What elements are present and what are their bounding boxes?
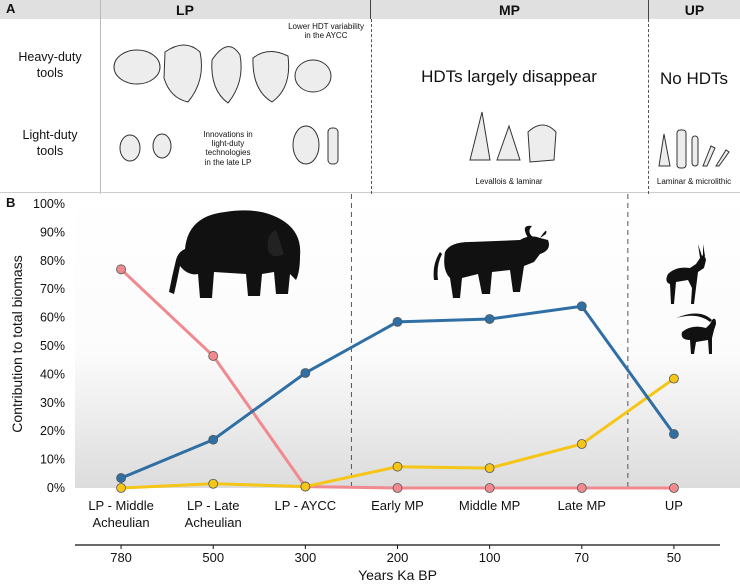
data-point	[576, 483, 587, 493]
y-tick-label: 40%	[40, 367, 65, 381]
x-category-label: UP	[665, 498, 683, 513]
biomass-chart: 0% 10% 20% 30% 40% 50% 60% 70% 80% 90% 100% LP - M…	[9, 194, 740, 583]
y-tick-label: 70%	[40, 282, 65, 296]
plot-background	[75, 194, 740, 488]
header-divider-1	[370, 0, 371, 19]
cleaver-icon	[252, 51, 290, 103]
aurochs-silhouette	[433, 225, 549, 298]
blade-icon	[676, 129, 687, 169]
years-tick-label: 200	[387, 550, 409, 565]
panel-a: LP MP UP A Heavy-duty tools Light-duty t…	[0, 0, 740, 194]
no-hdts-note: No HDTs	[659, 69, 729, 88]
elephant-silhouette	[169, 210, 301, 298]
microlith-icon	[702, 145, 716, 167]
data-point	[208, 434, 219, 445]
y-tick-label: 10%	[40, 453, 65, 467]
heavy-duty-row-label: Heavy-duty tools	[18, 50, 82, 80]
x-category-label: LP - Middle Acheulian	[88, 498, 154, 530]
years-tick-label: 70	[575, 550, 589, 565]
flake-tool-icon	[152, 133, 172, 159]
ibex-silhouette	[676, 313, 716, 354]
levallois-core-icon	[527, 124, 557, 163]
data-point	[392, 483, 403, 493]
data-point	[208, 478, 219, 489]
data-point	[300, 481, 311, 492]
scraper-icon	[292, 125, 320, 165]
y-tick-label: 50%	[40, 339, 65, 353]
header-lp: LP	[0, 0, 370, 19]
header-divider-2	[648, 0, 649, 19]
data-point	[392, 316, 403, 327]
blade-icon	[327, 127, 339, 165]
light-duty-row-label: Light-duty tools	[22, 128, 78, 158]
years-tick-label: 300	[295, 550, 317, 565]
data-point	[576, 439, 587, 449]
years-tick-label: 50	[667, 550, 681, 565]
row-label-divider	[100, 0, 101, 194]
core-tool-icon	[113, 49, 161, 85]
point-icon	[469, 111, 491, 161]
x-category-label: Middle MP	[459, 498, 520, 513]
data-point	[484, 483, 495, 493]
period-boundary-line	[371, 19, 372, 194]
data-point	[669, 429, 679, 439]
data-point	[484, 463, 495, 474]
y-tick-label: 60%	[40, 311, 65, 325]
header-mp: MP	[371, 0, 648, 19]
levallois-point-icon	[496, 124, 521, 161]
hdts-disappear-note: HDTs largely disappear	[421, 67, 597, 86]
x-category-label: LP - AYCC	[275, 498, 337, 513]
data-point	[669, 483, 679, 493]
data-point	[116, 473, 126, 483]
years-tick-label: 500	[202, 550, 224, 565]
data-point	[208, 351, 219, 361]
x-axis-label: Years Ka BP	[358, 567, 437, 583]
period-lp-label: LP	[176, 1, 194, 18]
x-category-label: Late MP	[558, 498, 606, 513]
handaxe-icon	[211, 46, 242, 104]
x-category-label: Early MP	[371, 498, 424, 513]
blade-icon	[691, 135, 699, 167]
period-mp-label: MP	[499, 1, 520, 18]
panel-b-label: B	[6, 195, 16, 210]
laminar-microlithic-note: Laminar & microlithic	[656, 177, 732, 186]
bladelet-icon	[658, 133, 671, 167]
lower-hdt-note: Lower HDT variability in the AYCC	[288, 22, 364, 41]
header-up: UP	[649, 0, 740, 19]
core-tool-icon	[294, 59, 332, 93]
period-up-label: UP	[684, 1, 705, 18]
data-point	[300, 368, 311, 378]
y-axis-label: Contribution to total biomass	[9, 255, 25, 432]
y-tick-label: 80%	[40, 254, 65, 268]
handaxe-icon	[163, 44, 202, 103]
gazelle-silhouette	[666, 244, 706, 304]
years-tick-label: 100	[479, 550, 501, 565]
data-point	[576, 301, 587, 312]
y-tick-label: 100%	[33, 197, 65, 211]
y-tick-label: 20%	[40, 424, 65, 438]
period-boundary-line	[648, 19, 649, 194]
years-tick-label: 780	[110, 550, 132, 565]
tool-illustrations	[113, 44, 730, 169]
data-point	[484, 314, 495, 324]
data-point	[669, 373, 679, 384]
panel-divider	[0, 192, 740, 193]
y-tick-label: 90%	[40, 225, 65, 239]
innovations-note: Innovations in light-duty technologies i…	[203, 130, 253, 167]
data-point	[392, 461, 403, 472]
flake-tool-icon	[119, 134, 141, 162]
panel-a-label: A	[6, 1, 16, 16]
microlith-icon	[715, 149, 730, 167]
x-category-label: LP - Late Acheulian	[185, 498, 242, 530]
data-point	[116, 264, 126, 275]
levallois-laminar-note: Levallois & laminar	[475, 177, 543, 186]
y-tick-label: 0%	[47, 481, 65, 495]
y-tick-label: 30%	[40, 396, 65, 410]
data-point	[116, 483, 126, 493]
panel-b: B	[0, 194, 740, 584]
